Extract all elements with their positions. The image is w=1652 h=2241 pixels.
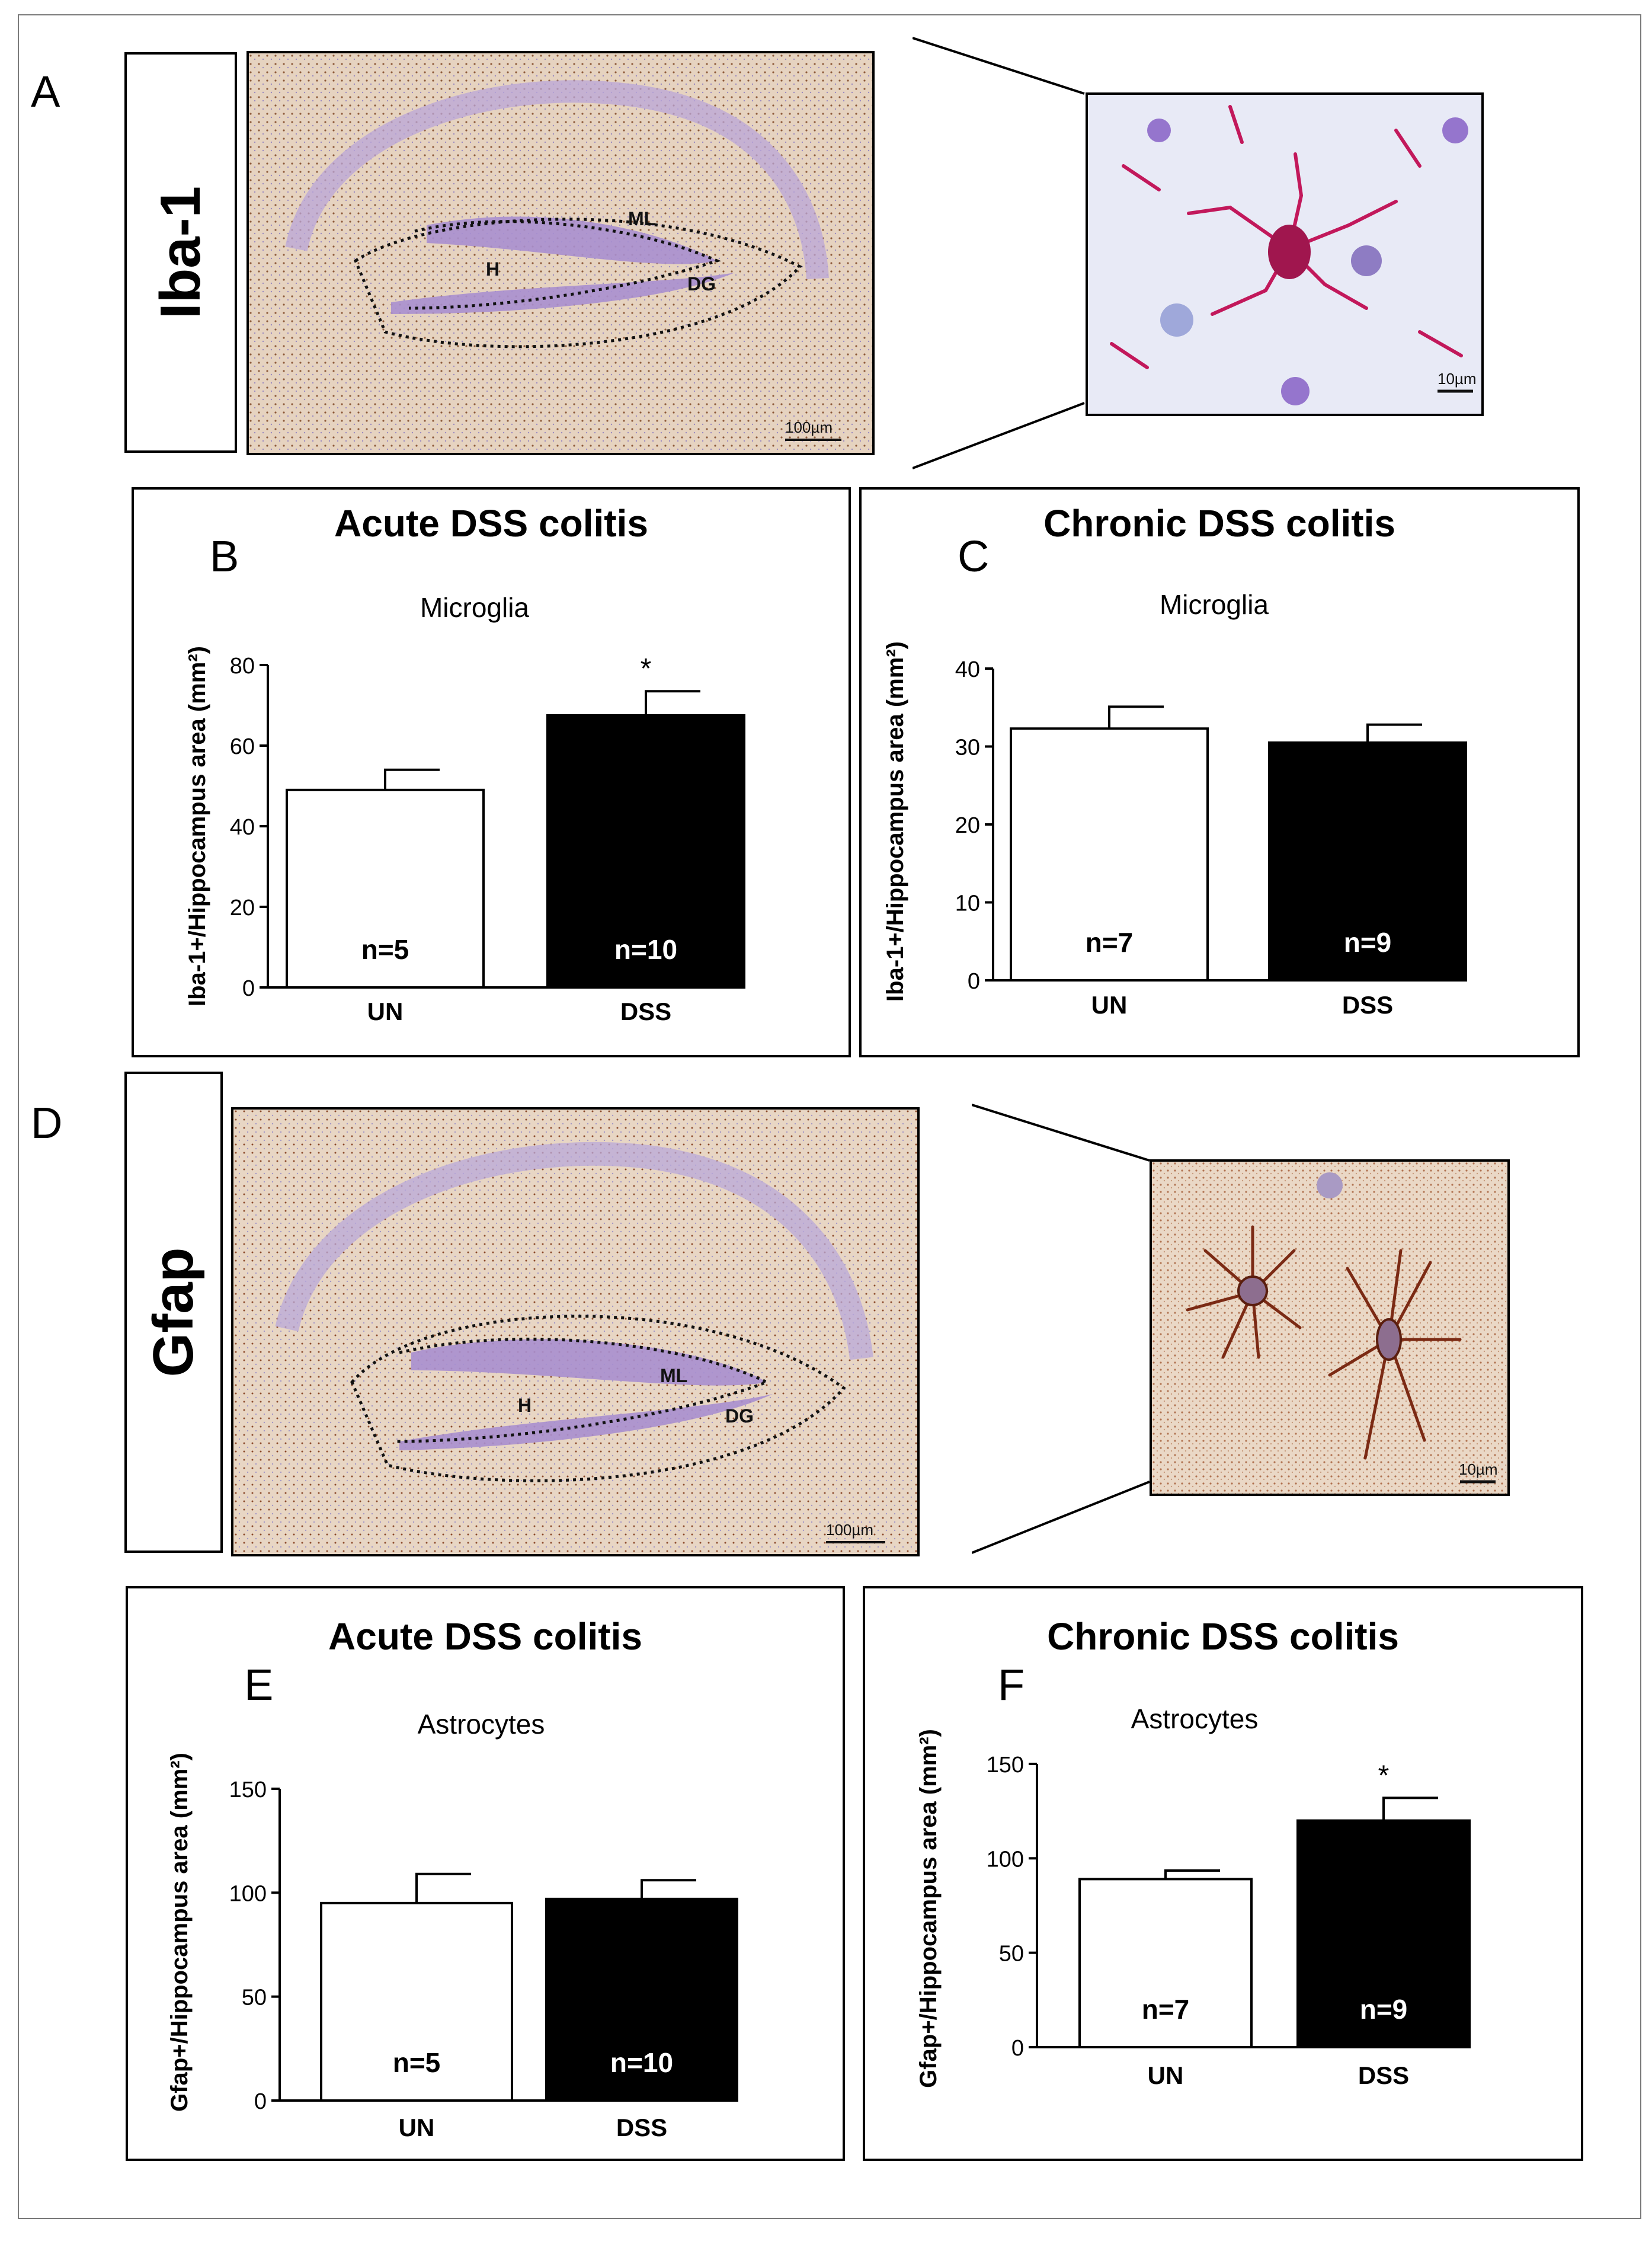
- scale-label-main-iba1: 100µm: [785, 418, 833, 436]
- y-tick-label: 20: [230, 896, 255, 920]
- microglia-image: 10µm: [1088, 95, 1481, 414]
- n-label: n=7: [1142, 1994, 1190, 2025]
- bar-dss: [1268, 741, 1467, 982]
- panel-e: Acute DSS colitis E Astrocytes 0 50 100 150 G…: [126, 1586, 845, 2161]
- panel-letter-d: D: [31, 1098, 63, 1147]
- stain-label-box-gfap: Gfap: [124, 1072, 223, 1553]
- chart-subtitle: Microglia: [420, 592, 529, 623]
- bar-dss: [1296, 1819, 1471, 2048]
- chart-c: Microglia 0 10 20 30 40 Iba-1+/Hippocampus are…: [882, 589, 1467, 1019]
- panel-c: Chronic DSS colitis C Microglia 0 10 20 30 40…: [859, 487, 1580, 1057]
- category-label: UN: [399, 2114, 435, 2141]
- category-label: DSS: [1358, 2061, 1409, 2089]
- region-label-h-gfap: H: [518, 1395, 532, 1416]
- stain-label-gfap: Gfap: [142, 1247, 205, 1377]
- bar-un: [286, 788, 485, 989]
- panel-b: Acute DSS colitis B Microglia 0 20 40 60 80 Ib…: [132, 487, 851, 1057]
- astrocyte-closeup: 10µm: [1150, 1159, 1510, 1496]
- category-label: UN: [1148, 2061, 1184, 2089]
- chart-f: Astrocytes 0 50 100 150 Gfap+/Hippocampus are…: [915, 1703, 1471, 2089]
- significance-marker: *: [1378, 1760, 1390, 1791]
- n-label: n=10: [610, 2047, 673, 2078]
- panel-letter-c: C: [958, 532, 990, 581]
- y-tick-label: 80: [230, 654, 255, 679]
- bar-dss: [545, 1897, 738, 2102]
- y-tick-label: 100: [987, 1847, 1024, 1872]
- y-tick-label: 0: [968, 969, 980, 994]
- chart-subtitle: Microglia: [1160, 589, 1269, 620]
- hippocampus-image-gfap: ML H DG 100µm: [233, 1110, 917, 1554]
- category-label: UN: [1091, 991, 1128, 1019]
- category-label: DSS: [620, 998, 671, 1025]
- bar-un: [1078, 1878, 1253, 2048]
- panel-c-title: Chronic DSS colitis: [1043, 502, 1395, 545]
- bar-dss: [546, 714, 745, 989]
- region-label-h: H: [486, 258, 500, 280]
- y-tick-label: 40: [955, 657, 980, 682]
- region-label-ml-gfap: ML: [660, 1365, 687, 1386]
- astrocyte-image: 10µm: [1152, 1162, 1507, 1494]
- panel-f: Chronic DSS colitis F Astrocytes 0 50 100 15…: [863, 1586, 1583, 2161]
- panel-e-title: Acute DSS colitis: [328, 1615, 642, 1658]
- panel-b-title: Acute DSS colitis: [334, 502, 648, 545]
- significance-marker: *: [641, 653, 652, 685]
- panel-letter-a: A: [31, 67, 60, 116]
- n-label: n=9: [1344, 927, 1392, 958]
- zoom-lines-iba1: [913, 37, 1085, 469]
- y-tick-label: 30: [955, 736, 980, 760]
- zoom-lines-gfap: [972, 1104, 1150, 1554]
- y-tick-label: 50: [242, 1986, 267, 2010]
- region-label-dg: DG: [687, 273, 716, 295]
- y-tick-label: 150: [229, 1778, 267, 1802]
- region-label-dg-gfap: DG: [725, 1405, 754, 1427]
- category-label: UN: [367, 998, 404, 1025]
- bar-un: [320, 1901, 513, 2102]
- y-tick-label: 100: [229, 1881, 267, 1906]
- panel-letter-e: E: [244, 1660, 274, 1709]
- chart-b: Microglia 0 20 40 60 80 Iba-1+/Hippocampus are…: [184, 592, 745, 1025]
- y-tick-label: 0: [254, 2089, 267, 2114]
- bar-un: [1010, 727, 1209, 982]
- n-label: n=10: [614, 934, 677, 965]
- region-label-ml: ML: [628, 208, 655, 229]
- y-tick-label: 50: [999, 1942, 1024, 1967]
- y-axis-label: Iba-1+/Hippocampus area (mm²): [184, 646, 210, 1006]
- figure-frame: [18, 14, 1641, 2219]
- microglia-closeup: 10µm: [1086, 92, 1484, 416]
- panel-f-title: Chronic DSS colitis: [1047, 1615, 1399, 1658]
- y-tick-label: 0: [242, 976, 255, 1001]
- scale-label-zoom-gfap: 10µm: [1459, 1460, 1498, 1478]
- n-label: n=5: [361, 934, 409, 965]
- panel-letter-b: B: [210, 532, 239, 581]
- hippocampus-micrograph-iba1: ML H DG 100µm: [246, 51, 875, 455]
- category-label: DSS: [616, 2114, 667, 2141]
- y-tick-label: 60: [230, 734, 255, 759]
- scale-label-main-gfap: 100µm: [826, 1521, 873, 1539]
- y-axis-label: Gfap+/Hippocampus area (mm²): [167, 1753, 193, 2112]
- y-tick-label: 40: [230, 815, 255, 840]
- chart-e: Astrocytes 0 50 100 150 Gfap+/Hippocampus are…: [167, 1709, 738, 2141]
- panel-letter-f: F: [998, 1660, 1025, 1709]
- y-axis-label: Gfap+/Hippocampus area (mm²): [915, 1729, 942, 2088]
- hippocampus-micrograph-gfap: ML H DG 100µm: [231, 1107, 920, 1556]
- y-tick-label: 20: [955, 813, 980, 838]
- y-axis-label: Iba-1+/Hippocampus area (mm²): [882, 641, 908, 1002]
- n-label: n=9: [1360, 1994, 1408, 2025]
- stain-label-iba1: Iba-1: [149, 186, 212, 319]
- hippocampus-image-iba1: ML H DG 100µm: [249, 53, 872, 453]
- y-tick-label: 150: [987, 1753, 1024, 1778]
- category-label: DSS: [1342, 991, 1393, 1019]
- chart-subtitle: Astrocytes: [1131, 1703, 1259, 1734]
- stain-label-box-iba1: Iba-1: [124, 52, 237, 453]
- n-label: n=5: [393, 2047, 441, 2078]
- n-label: n=7: [1086, 927, 1134, 958]
- chart-subtitle: Astrocytes: [418, 1709, 545, 1740]
- y-tick-label: 10: [955, 891, 980, 916]
- y-tick-label: 0: [1011, 2036, 1024, 2061]
- scale-label-zoom-iba1: 10µm: [1438, 370, 1477, 388]
